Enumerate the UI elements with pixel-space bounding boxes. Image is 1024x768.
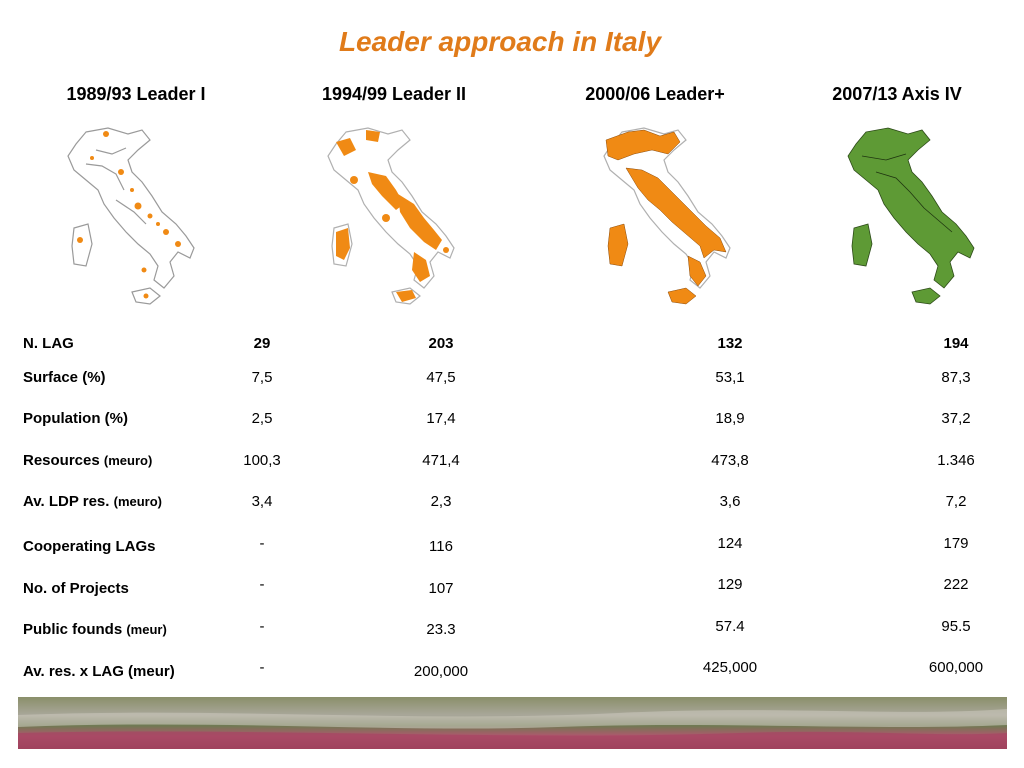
- cell-n-lag-leader-plus: 132: [717, 335, 743, 352]
- cell-resources-leader-1: 100,3: [243, 452, 281, 469]
- row-label-ldp-res-unit: (meuro): [113, 494, 162, 509]
- cell-population-leader-1: 2,5: [251, 410, 273, 427]
- row-label-resources: Resources (meuro): [23, 452, 152, 469]
- row-label-public-founds-text: Public founds: [23, 621, 123, 638]
- row-label-surface: Surface (%): [23, 369, 106, 386]
- column-header-leader-1: 1989/93 Leader I: [66, 84, 206, 104]
- cell-projects-axis-4: 222: [943, 576, 969, 593]
- row-label-resources-unit: (meuro): [103, 453, 153, 468]
- cell-public-founds-leader-2: 23.3: [426, 621, 456, 638]
- cell-ldp-res-leader-plus: 3,6: [719, 493, 741, 510]
- column-header-axis-4: 2007/13 Axis IV: [832, 84, 962, 104]
- row-label-n-lag: N. LAG: [23, 335, 74, 352]
- cell-n-lag-leader-2: 203: [428, 335, 454, 352]
- column-header-leader-plus: 2000/06 Leader+: [585, 84, 725, 104]
- cell-surface-axis-4: 87,3: [941, 369, 971, 386]
- cell-surface-leader-2: 47,5: [426, 369, 456, 386]
- cell-resources-leader-plus: 473,8: [711, 452, 749, 469]
- row-label-population: Population (%): [23, 410, 128, 427]
- slide-title: Leader approach in Italy: [338, 26, 662, 57]
- cell-resources-leader-2: 471,4: [422, 452, 460, 469]
- cell-population-leader-2: 17,4: [426, 410, 456, 427]
- cell-coop-lags-leader-2: 116: [429, 538, 453, 555]
- cell-resources-axis-4: 1.346: [937, 452, 975, 469]
- row-label-projects: No. of Projects: [23, 580, 129, 597]
- cell-av-res-lag-leader-1: -: [259, 659, 265, 676]
- row-label-public-founds: Public founds (meur): [23, 621, 167, 638]
- row-label-resources-text: Resources: [23, 452, 100, 469]
- cell-surface-leader-1: 7,5: [251, 369, 273, 386]
- cell-surface-leader-plus: 53,1: [715, 369, 745, 386]
- cell-coop-lags-axis-4: 179: [943, 535, 969, 552]
- cell-projects-leader-1: -: [259, 576, 265, 593]
- row-label-ldp-res: Av. LDP res. (meuro): [23, 493, 162, 510]
- italy-map-axis-4: [847, 127, 975, 305]
- cell-population-leader-plus: 18,9: [715, 410, 745, 427]
- cell-public-founds-leader-1: -: [259, 618, 265, 635]
- cell-ldp-res-leader-2: 2,3: [430, 493, 452, 510]
- cell-av-res-lag-leader-2: 200,000: [413, 663, 469, 680]
- cell-av-res-lag-axis-4: 600,000: [928, 659, 984, 676]
- cell-coop-lags-leader-plus: 124: [717, 535, 743, 552]
- row-label-ldp-res-text: Av. LDP res.: [23, 493, 110, 510]
- row-label-av-res-lag: Av. res. x LAG (meur): [23, 663, 175, 680]
- cell-public-founds-axis-4: 95.5: [941, 618, 971, 635]
- cell-ldp-res-axis-4: 7,2: [945, 493, 967, 510]
- row-label-public-founds-unit: (meur): [126, 622, 167, 637]
- cell-coop-lags-leader-1: -: [259, 535, 265, 552]
- cell-n-lag-axis-4: 194: [943, 335, 969, 352]
- column-header-leader-2: 1994/99 Leader II: [321, 84, 467, 104]
- italy-map-leader-plus: [603, 127, 731, 305]
- cell-projects-leader-2: 107: [428, 580, 454, 597]
- cell-ldp-res-leader-1: 3,4: [251, 493, 273, 510]
- cell-population-axis-4: 37,2: [941, 410, 971, 427]
- footer-landscape-image: [18, 697, 1007, 749]
- cell-projects-leader-plus: 129: [717, 576, 743, 593]
- row-label-cooperating-lags: Cooperating LAGs: [23, 538, 156, 555]
- italy-map-leader-1: [67, 127, 195, 305]
- cell-av-res-lag-leader-plus: 425,000: [702, 659, 758, 676]
- cell-n-lag-leader-1: 29: [253, 335, 271, 352]
- italy-map-leader-2: [327, 127, 455, 305]
- cell-public-founds-leader-plus: 57.4: [715, 618, 745, 635]
